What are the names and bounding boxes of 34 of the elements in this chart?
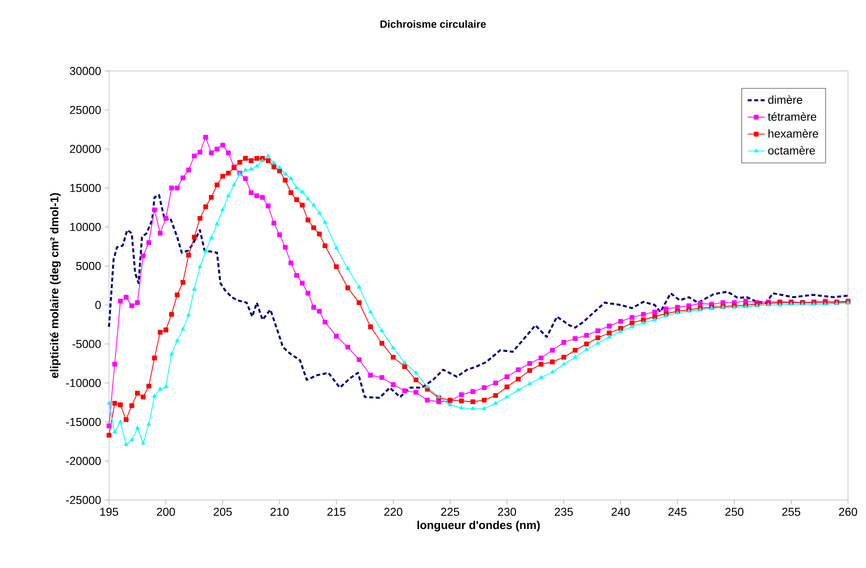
legend-label: octamère (768, 146, 815, 155)
y-tick-label: 5000 (76, 262, 101, 270)
y-tick-label: -25000 (66, 496, 101, 504)
x-tick-label: 230 (498, 508, 516, 516)
y-tick-label: 15000 (70, 184, 101, 192)
x-tick-label: 215 (327, 508, 346, 516)
legend-label: tétramère (768, 112, 816, 121)
y-tick-label: -5000 (72, 340, 101, 348)
y-tick-label: -10000 (66, 378, 101, 388)
y-tick-label: -15000 (66, 418, 101, 426)
line-series (108, 194, 850, 399)
y-tick-label: 25000 (70, 106, 101, 114)
legend-label: hexamère (768, 129, 818, 138)
x-tick-label: 225 (441, 508, 460, 516)
x-tick-label: 205 (214, 508, 232, 516)
x-tick-label: 240 (612, 508, 630, 516)
legend-label: dimère (768, 95, 802, 104)
x-tick-label: 220 (384, 508, 402, 516)
y-tick-label: 20000 (70, 144, 101, 154)
x-tick-label: 260 (839, 508, 858, 516)
y-tick-label: -20000 (66, 456, 101, 466)
y-tick-label: 30000 (70, 66, 101, 76)
x-tick-label: 255 (782, 508, 800, 516)
x-tick-label: 195 (100, 508, 118, 516)
x-tick-label: 245 (668, 508, 687, 516)
x-tick-label: 235 (554, 508, 573, 516)
x-tick-label: 210 (270, 508, 289, 516)
chart-title: Dichroisme circulaire (380, 20, 486, 28)
y-axis-title: elipticité molaire (deg cm² dmol-1) (50, 193, 61, 378)
y-tick-label: 10000 (70, 222, 101, 232)
y-tick-label: 0 (95, 300, 101, 310)
x-tick-label: 250 (725, 508, 744, 516)
x-axis-title: longueur d'ondes (nm) (417, 520, 540, 532)
x-tick-label: 200 (156, 508, 175, 516)
